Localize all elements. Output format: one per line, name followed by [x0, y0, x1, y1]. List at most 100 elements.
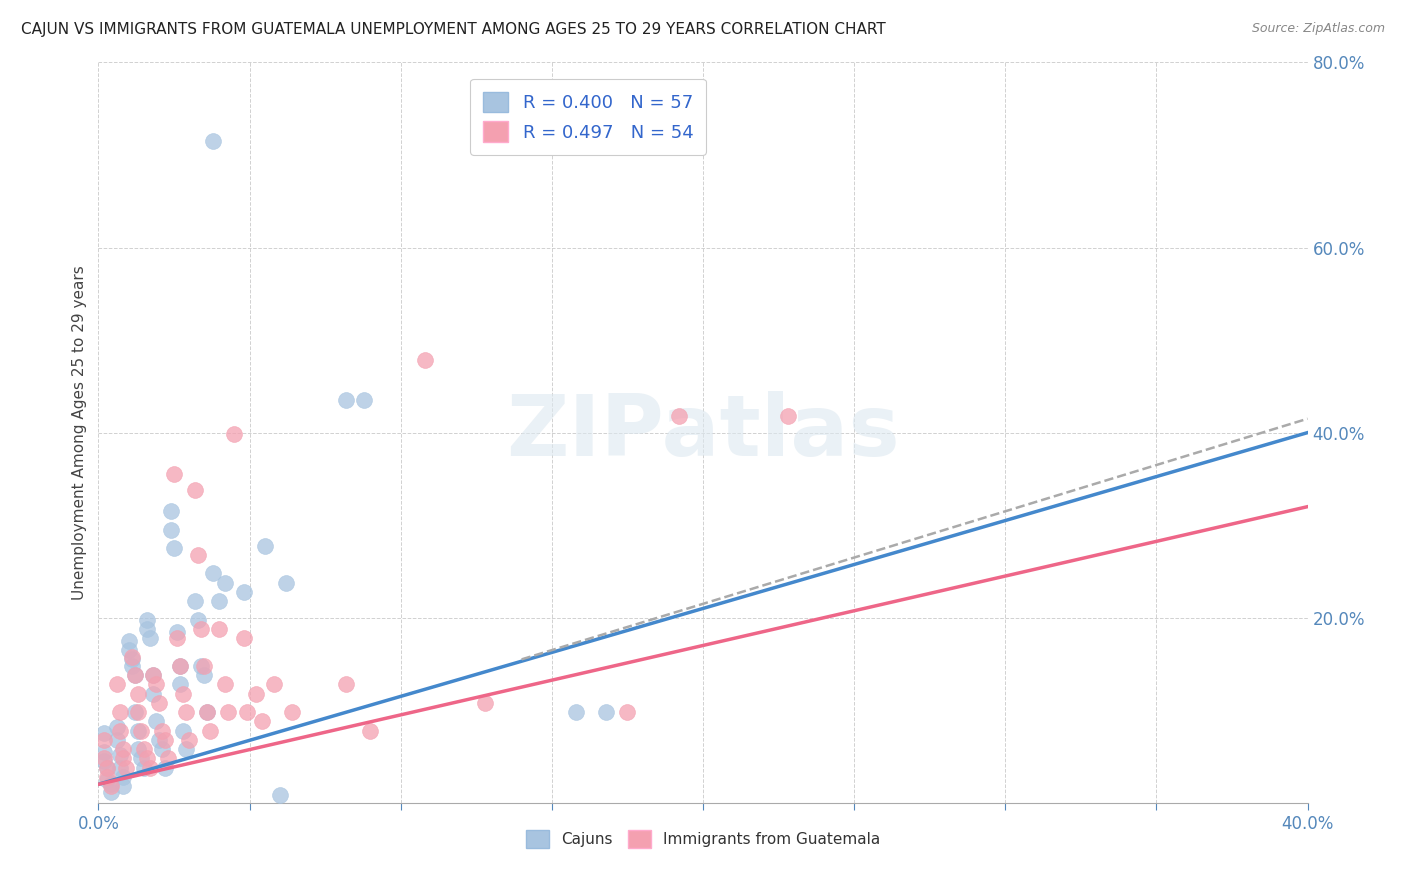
- Point: [224, 427, 246, 442]
- Point: [187, 613, 209, 627]
- Point: [127, 705, 149, 719]
- Point: [93, 726, 115, 740]
- Point: [127, 723, 149, 738]
- Point: [96, 770, 118, 784]
- Point: [195, 705, 218, 719]
- Point: [169, 677, 191, 691]
- Point: [142, 668, 165, 682]
- Point: [148, 732, 170, 747]
- Point: [179, 732, 201, 747]
- Point: [668, 409, 690, 423]
- Point: [193, 668, 215, 682]
- Text: CAJUN VS IMMIGRANTS FROM GUATEMALA UNEMPLOYMENT AMONG AGES 25 TO 29 YEARS CORREL: CAJUN VS IMMIGRANTS FROM GUATEMALA UNEMP…: [21, 22, 886, 37]
- Point: [108, 761, 131, 775]
- Point: [142, 668, 165, 682]
- Point: [105, 677, 128, 691]
- Point: [129, 751, 152, 765]
- Point: [114, 761, 136, 775]
- Point: [108, 705, 131, 719]
- Point: [193, 658, 215, 673]
- Point: [413, 353, 436, 368]
- Point: [335, 677, 357, 691]
- Legend: Cajuns, Immigrants from Guatemala: Cajuns, Immigrants from Guatemala: [520, 823, 886, 855]
- Point: [208, 594, 231, 608]
- Point: [166, 631, 188, 645]
- Point: [121, 658, 143, 673]
- Point: [160, 504, 183, 518]
- Point: [105, 732, 128, 747]
- Point: [281, 705, 304, 719]
- Point: [135, 622, 157, 636]
- Point: [200, 723, 222, 738]
- Point: [153, 732, 176, 747]
- Point: [108, 747, 131, 762]
- Point: [217, 705, 239, 719]
- Point: [127, 742, 149, 756]
- Point: [172, 687, 194, 701]
- Point: [93, 754, 115, 768]
- Point: [172, 723, 194, 738]
- Point: [145, 714, 167, 729]
- Point: [135, 613, 157, 627]
- Point: [245, 687, 267, 701]
- Point: [232, 631, 254, 645]
- Point: [595, 705, 617, 719]
- Point: [121, 652, 143, 666]
- Point: [335, 393, 357, 408]
- Point: [214, 575, 236, 590]
- Point: [100, 779, 122, 793]
- Point: [190, 658, 212, 673]
- Point: [195, 705, 218, 719]
- Point: [274, 575, 297, 590]
- Point: [184, 594, 207, 608]
- Point: [153, 761, 176, 775]
- Point: [132, 742, 155, 756]
- Point: [263, 677, 285, 691]
- Point: [142, 687, 165, 701]
- Point: [174, 705, 197, 719]
- Point: [184, 483, 207, 497]
- Point: [156, 751, 179, 765]
- Point: [96, 761, 118, 775]
- Point: [118, 643, 141, 657]
- Point: [145, 677, 167, 691]
- Point: [150, 723, 173, 738]
- Point: [139, 761, 162, 775]
- Point: [127, 687, 149, 701]
- Point: [96, 761, 118, 775]
- Text: Source: ZipAtlas.com: Source: ZipAtlas.com: [1251, 22, 1385, 36]
- Point: [202, 566, 225, 581]
- Point: [118, 633, 141, 648]
- Point: [121, 649, 143, 664]
- Point: [100, 785, 122, 799]
- Point: [208, 622, 231, 636]
- Point: [776, 409, 799, 423]
- Point: [160, 523, 183, 537]
- Point: [250, 714, 273, 729]
- Point: [124, 668, 146, 682]
- Point: [129, 723, 152, 738]
- Point: [132, 761, 155, 775]
- Point: [100, 777, 122, 791]
- Point: [202, 134, 225, 148]
- Point: [150, 742, 173, 756]
- Point: [269, 789, 291, 803]
- Point: [235, 705, 257, 719]
- Point: [135, 751, 157, 765]
- Point: [124, 705, 146, 719]
- Point: [169, 658, 191, 673]
- Point: [108, 723, 131, 738]
- Point: [169, 658, 191, 673]
- Point: [163, 467, 186, 482]
- Point: [565, 705, 588, 719]
- Point: [187, 548, 209, 562]
- Point: [353, 393, 375, 408]
- Point: [163, 541, 186, 556]
- Point: [139, 631, 162, 645]
- Point: [214, 677, 236, 691]
- Point: [232, 584, 254, 599]
- Point: [105, 720, 128, 734]
- Point: [616, 705, 638, 719]
- Point: [96, 772, 118, 787]
- Point: [124, 668, 146, 682]
